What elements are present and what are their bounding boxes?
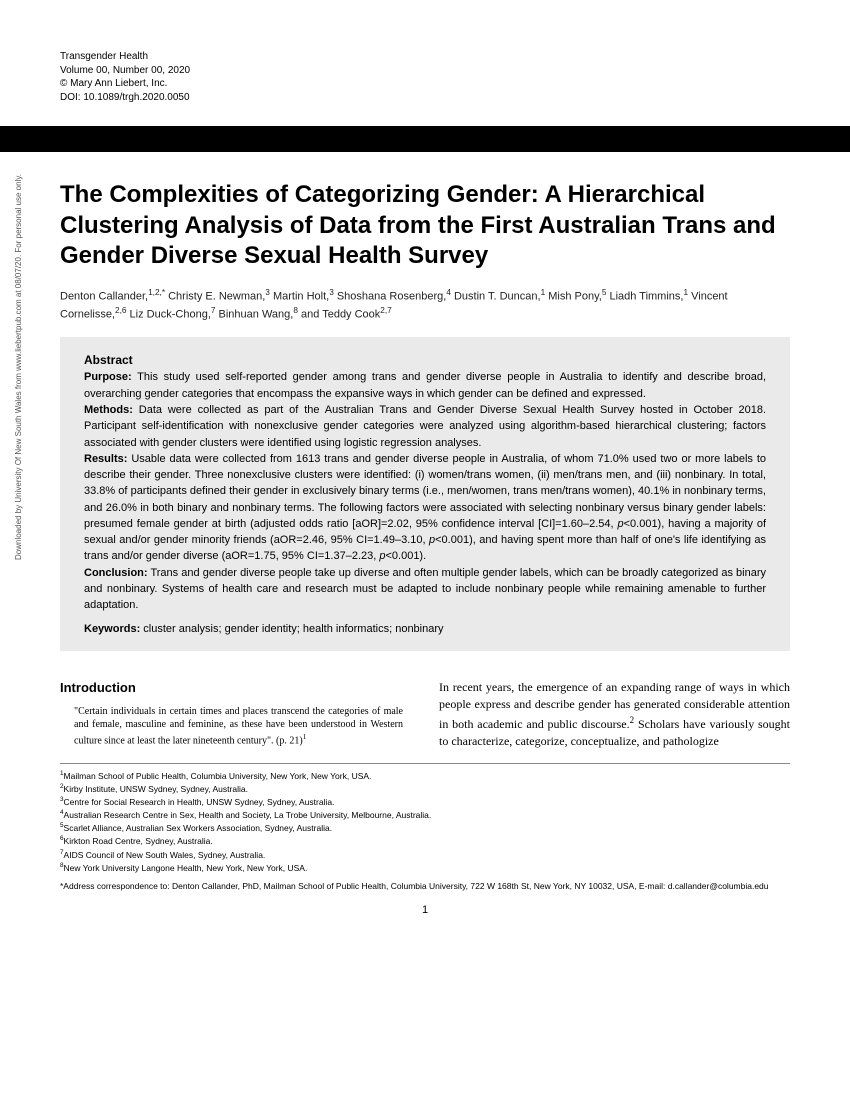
methods-text: Data were collected as part of the Austr…: [84, 404, 766, 449]
download-watermark: Downloaded by University Of New South Wa…: [14, 174, 23, 560]
page-number: 1: [60, 904, 790, 916]
purpose-text: This study used self-reported gender amo…: [84, 371, 766, 399]
quote-text: "Certain individuals in certain times an…: [74, 706, 403, 746]
affiliation-line: 4Australian Research Centre in Sex, Heal…: [60, 808, 790, 821]
quote-ref: 1: [303, 732, 307, 741]
keywords-line: Keywords: cluster analysis; gender ident…: [84, 623, 766, 635]
journal-meta: Transgender Health Volume 00, Number 00,…: [60, 50, 790, 104]
author-list: Denton Callander,1,2,* Christy E. Newman…: [60, 287, 790, 323]
journal-name: Transgender Health: [60, 50, 790, 64]
affiliations-block: 1Mailman School of Public Health, Columb…: [60, 763, 790, 874]
conclusion-text: Trans and gender diverse people take up …: [84, 567, 766, 612]
article-title: The Complexities of Categorizing Gender:…: [60, 180, 790, 272]
affiliation-line: 7AIDS Council of New South Wales, Sydney…: [60, 848, 790, 861]
body-columns: Introduction "Certain individuals in cer…: [60, 679, 790, 750]
right-column: In recent years, the emergence of an exp…: [439, 679, 790, 750]
affiliation-line: 8New York University Langone Health, New…: [60, 861, 790, 874]
purpose-label: Purpose:: [84, 371, 132, 383]
abstract-box: Abstract Purpose: This study used self-r…: [60, 337, 790, 651]
affiliation-line: 3Centre for Social Research in Health, U…: [60, 795, 790, 808]
intro-quote: "Certain individuals in certain times an…: [74, 705, 411, 748]
results-text: Usable data were collected from 1613 tra…: [84, 453, 766, 563]
results-label: Results:: [84, 453, 127, 465]
correspondence: *Address correspondence to: Denton Calla…: [60, 880, 790, 892]
affiliation-line: 1Mailman School of Public Health, Columb…: [60, 769, 790, 782]
right-para-text: In recent years, the emergence of an exp…: [439, 680, 790, 747]
affiliation-line: 6Kirkton Road Centre, Sydney, Australia.: [60, 834, 790, 847]
affiliation-line: 5Scarlet Alliance, Australian Sex Worker…: [60, 821, 790, 834]
conclusion-label: Conclusion:: [84, 567, 148, 579]
left-column: Introduction "Certain individuals in cer…: [60, 679, 411, 750]
abstract-heading: Abstract: [84, 353, 766, 367]
volume-line: Volume 00, Number 00, 2020: [60, 64, 790, 78]
keywords-text: cluster analysis; gender identity; healt…: [140, 623, 443, 635]
intro-heading: Introduction: [60, 679, 411, 697]
abstract-body: Purpose: This study used self-reported g…: [84, 369, 766, 613]
divider-bar: [0, 126, 850, 152]
affiliation-line: 2Kirby Institute, UNSW Sydney, Sydney, A…: [60, 782, 790, 795]
keywords-label: Keywords:: [84, 623, 140, 635]
methods-label: Methods:: [84, 404, 133, 416]
copyright-line: © Mary Ann Liebert, Inc.: [60, 77, 790, 91]
doi-line: DOI: 10.1089/trgh.2020.0050: [60, 91, 790, 105]
